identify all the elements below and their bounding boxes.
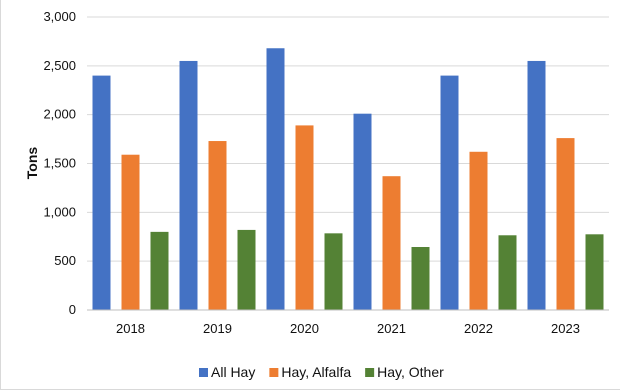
bar-2023-2	[585, 234, 604, 310]
bar-2021-1	[382, 176, 401, 310]
bars	[92, 48, 604, 311]
bar-2018-2	[150, 231, 169, 310]
legend-swatch-1	[269, 368, 279, 377]
bar-2023-0	[527, 60, 546, 311]
legend: All Hay Hay, Alfalfa Hay, Other	[199, 364, 444, 380]
x-tick-label-2021: 2021	[377, 321, 406, 336]
bar-2023-1	[556, 138, 575, 310]
x-tick-label-2022: 2022	[464, 321, 493, 336]
x-tick-label-2020: 2020	[290, 321, 319, 336]
legend-swatch-0	[199, 368, 208, 377]
axes: 0 500 1,000 1,500 2,000 2,500 3,000 2018 2019 202…	[43, 9, 609, 336]
bar-2020-2	[324, 233, 343, 310]
bar-2018-1	[121, 154, 140, 310]
legend-label-2: Hay, Other	[377, 364, 444, 380]
x-tick-label-2018: 2018	[116, 321, 145, 336]
y-tick-label: 0	[69, 302, 76, 317]
bar-2022-0	[440, 75, 459, 310]
bar-2019-1	[208, 141, 227, 310]
y-tick-label: 2,500	[43, 58, 76, 73]
bar-2019-0	[179, 60, 198, 311]
legend-swatch-2	[365, 368, 375, 377]
bar-2020-1	[295, 125, 314, 310]
x-tick-label-2019: 2019	[203, 321, 232, 336]
bar-2021-2	[411, 247, 430, 310]
x-tick-label-2023: 2023	[551, 321, 580, 336]
bar-2021-0	[353, 113, 372, 310]
y-tick-label: 2,000	[43, 107, 76, 122]
bar-2019-2	[237, 229, 256, 310]
bar-2020-0	[266, 48, 285, 311]
y-tick-label: 1,000	[43, 204, 76, 219]
bar-2018-0	[92, 75, 111, 310]
y-tick-label: 1,500	[43, 156, 76, 171]
bar-2022-2	[498, 235, 517, 310]
gridlines	[87, 16, 609, 262]
y-axis-title: Tons	[24, 147, 40, 180]
legend-label-1: Hay, Alfalfa	[281, 364, 351, 380]
y-tick-label: 500	[54, 253, 76, 268]
bar-2022-1	[469, 151, 488, 310]
legend-label-0: All Hay	[211, 364, 255, 380]
y-tick-label: 3,000	[43, 9, 76, 24]
